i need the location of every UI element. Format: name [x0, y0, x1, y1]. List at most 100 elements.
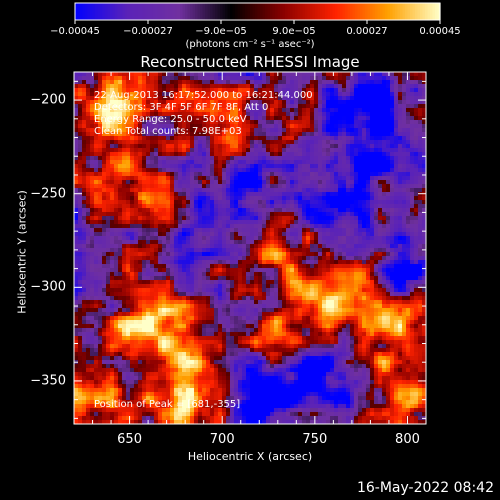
heatmap-cell — [338, 252, 343, 257]
heatmap-cell — [190, 288, 195, 293]
heatmap-cell — [274, 172, 279, 177]
heatmap-cell — [186, 256, 191, 261]
heatmap-cell — [286, 192, 291, 197]
heatmap-cell — [154, 112, 159, 117]
heatmap-cell — [402, 108, 407, 113]
heatmap-cell — [114, 244, 119, 249]
heatmap-cell — [182, 188, 187, 193]
heatmap-cell — [290, 104, 295, 109]
heatmap-cell — [202, 128, 207, 133]
heatmap-cell — [382, 92, 387, 97]
heatmap-cell — [230, 216, 235, 221]
heatmap-cell — [110, 132, 115, 137]
heatmap-cell — [134, 280, 139, 285]
heatmap-cell — [206, 104, 211, 109]
heatmap-cell — [410, 272, 415, 277]
heatmap-cell — [234, 268, 239, 273]
heatmap-cell — [78, 284, 83, 289]
heatmap-cell — [190, 216, 195, 221]
heatmap-cell — [258, 88, 263, 93]
heatmap-cell — [122, 160, 127, 165]
heatmap-cell — [398, 96, 403, 101]
heatmap-cell — [218, 216, 223, 221]
heatmap-cell — [166, 248, 171, 253]
heatmap-cell — [106, 216, 111, 221]
heatmap-cell — [146, 172, 151, 177]
heatmap-cell — [102, 164, 107, 169]
heatmap-cell — [406, 128, 411, 133]
heatmap-cell — [350, 100, 355, 105]
heatmap-cell — [346, 144, 351, 149]
heatmap-cell — [402, 152, 407, 157]
heatmap-cell — [118, 240, 123, 245]
heatmap-cell — [298, 152, 303, 157]
heatmap-cell — [194, 112, 199, 117]
heatmap-cell — [286, 100, 291, 105]
heatmap-cell — [410, 80, 415, 85]
heatmap-cell — [306, 132, 311, 137]
heatmap-cell — [354, 164, 359, 169]
heatmap-cell — [118, 164, 123, 169]
heatmap-cell — [190, 188, 195, 193]
heatmap-cell — [302, 244, 307, 249]
heatmap-cell — [270, 232, 275, 237]
heatmap-cell — [346, 256, 351, 261]
heatmap-cell — [374, 252, 379, 257]
heatmap-cell — [166, 108, 171, 113]
heatmap-cell — [226, 76, 231, 81]
heatmap-cell — [378, 180, 383, 185]
heatmap-cell — [186, 168, 191, 173]
colorbar-segment — [192, 3, 196, 20]
heatmap-cell — [214, 172, 219, 177]
heatmap-cell — [306, 100, 311, 105]
heatmap-cell — [82, 224, 87, 229]
heatmap-cell — [338, 216, 343, 221]
heatmap-cell — [350, 252, 355, 257]
heatmap-cell — [274, 76, 279, 81]
heatmap-cell — [158, 280, 163, 285]
heatmap-cell — [102, 204, 107, 209]
heatmap-cell — [114, 148, 119, 153]
colorbar-segment — [287, 3, 291, 20]
heatmap-cell — [362, 104, 367, 109]
heatmap-cell — [390, 192, 395, 197]
heatmap-cell — [190, 128, 195, 133]
heatmap-cell — [90, 280, 95, 285]
heatmap-cell — [390, 112, 395, 117]
heatmap-cell — [394, 116, 399, 121]
heatmap-cell — [302, 72, 307, 77]
heatmap-cell — [422, 196, 427, 201]
heatmap-cell — [94, 96, 99, 101]
heatmap-cell — [110, 80, 115, 85]
heatmap-cell — [214, 264, 219, 269]
heatmap-cell — [210, 248, 215, 253]
heatmap-cell — [86, 224, 91, 229]
heatmap-cell — [102, 184, 107, 189]
heatmap-cell — [122, 172, 127, 177]
heatmap-cell — [230, 192, 235, 197]
heatmap-cell — [410, 112, 415, 117]
heatmap-cell — [162, 208, 167, 213]
heatmap-cell — [98, 264, 103, 269]
heatmap-cell — [314, 88, 319, 93]
heatmap-cell — [414, 232, 419, 237]
heatmap-cell — [394, 84, 399, 89]
heatmap-cell — [270, 128, 275, 133]
heatmap-cell — [406, 252, 411, 257]
heatmap-cell — [242, 104, 247, 109]
heatmap-cell — [170, 156, 175, 161]
heatmap-cell — [82, 240, 87, 245]
heatmap-cell — [314, 144, 319, 149]
heatmap-cell — [362, 264, 367, 269]
heatmap-cell — [386, 260, 391, 265]
heatmap-cell — [174, 276, 179, 281]
heatmap-cell — [350, 204, 355, 209]
heatmap-cell — [250, 164, 255, 169]
heatmap-cell — [198, 272, 203, 277]
heatmap-cell — [406, 88, 411, 93]
heatmap-cell — [146, 184, 151, 189]
heatmap-cell — [210, 268, 215, 273]
heatmap-cell — [226, 100, 231, 105]
heatmap-cell — [390, 148, 395, 153]
heatmap-cell — [302, 108, 307, 113]
